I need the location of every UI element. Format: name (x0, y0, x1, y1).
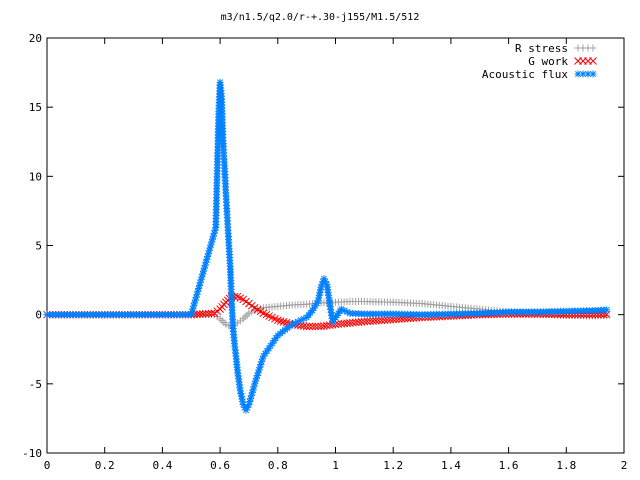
x-tick-label: 0.6 (210, 459, 230, 472)
legend-marker (589, 44, 597, 52)
data-point (308, 322, 317, 331)
legend-marker (589, 57, 597, 65)
data-point (267, 342, 275, 350)
data-point (222, 320, 230, 328)
legend-label: Acoustic flux (482, 68, 568, 81)
y-tick-label: 10 (29, 170, 42, 183)
data-point (571, 310, 579, 319)
x-tick-label: 0 (44, 459, 51, 472)
x-tick-label: 0.2 (95, 459, 115, 472)
y-tick-label: 0 (35, 309, 42, 322)
data-point (573, 310, 582, 319)
data-point (579, 310, 588, 319)
plot-frame (46, 37, 625, 454)
y-tick-label: 5 (35, 240, 42, 253)
x-tick-label: 1 (332, 459, 339, 472)
data-point (196, 310, 204, 319)
data-marks (43, 78, 611, 414)
y-tick-label: 20 (29, 32, 42, 45)
data-point (220, 319, 228, 327)
legend-marker (589, 70, 597, 78)
x-tick-label: 1.4 (441, 459, 461, 472)
y-tick-label: -10 (22, 447, 42, 460)
data-point (279, 318, 288, 326)
x-tick-label: 0.8 (268, 459, 288, 472)
legend-marker (584, 70, 592, 78)
data-point (243, 311, 251, 319)
data-point (241, 313, 249, 321)
data-point (207, 309, 216, 318)
legend-label: G work (528, 55, 568, 68)
x-tick-label: 2 (621, 459, 628, 472)
data-point (273, 316, 282, 325)
legend-label: R stress (515, 42, 568, 55)
x-tick-label: 0.4 (152, 459, 172, 472)
axis-ticks: 0 0.2 0.4 0.6 0.8 1 1.2 1.4 1.6 1.8 2 20 15 10 5 0 -5 -10 (22, 32, 627, 472)
data-point (218, 317, 226, 325)
data-point (305, 322, 314, 331)
chart-title: m3/n1.5/q2.0/r-+.30-j155/M1.5/512 (220, 12, 420, 23)
data-point (337, 305, 345, 313)
legend-marker (574, 70, 582, 78)
data-point (248, 308, 256, 316)
data-point (302, 322, 311, 331)
y-tick-label: 15 (29, 101, 42, 114)
data-point (300, 315, 308, 323)
y-tick-label: -5 (29, 378, 42, 391)
data-point (311, 322, 320, 331)
data-point (245, 309, 253, 317)
series-acoustic-flux (43, 78, 611, 414)
x-tick-label: 1.6 (499, 459, 519, 472)
data-point (204, 309, 213, 318)
x-tick-label: 1.8 (556, 459, 576, 472)
data-point (276, 317, 285, 325)
data-point (201, 309, 210, 318)
data-point (198, 310, 207, 318)
data-point (582, 310, 591, 319)
data-point (603, 306, 611, 314)
x-tick-label: 1.2 (383, 459, 403, 472)
data-point (343, 308, 351, 316)
data-point (576, 310, 585, 319)
